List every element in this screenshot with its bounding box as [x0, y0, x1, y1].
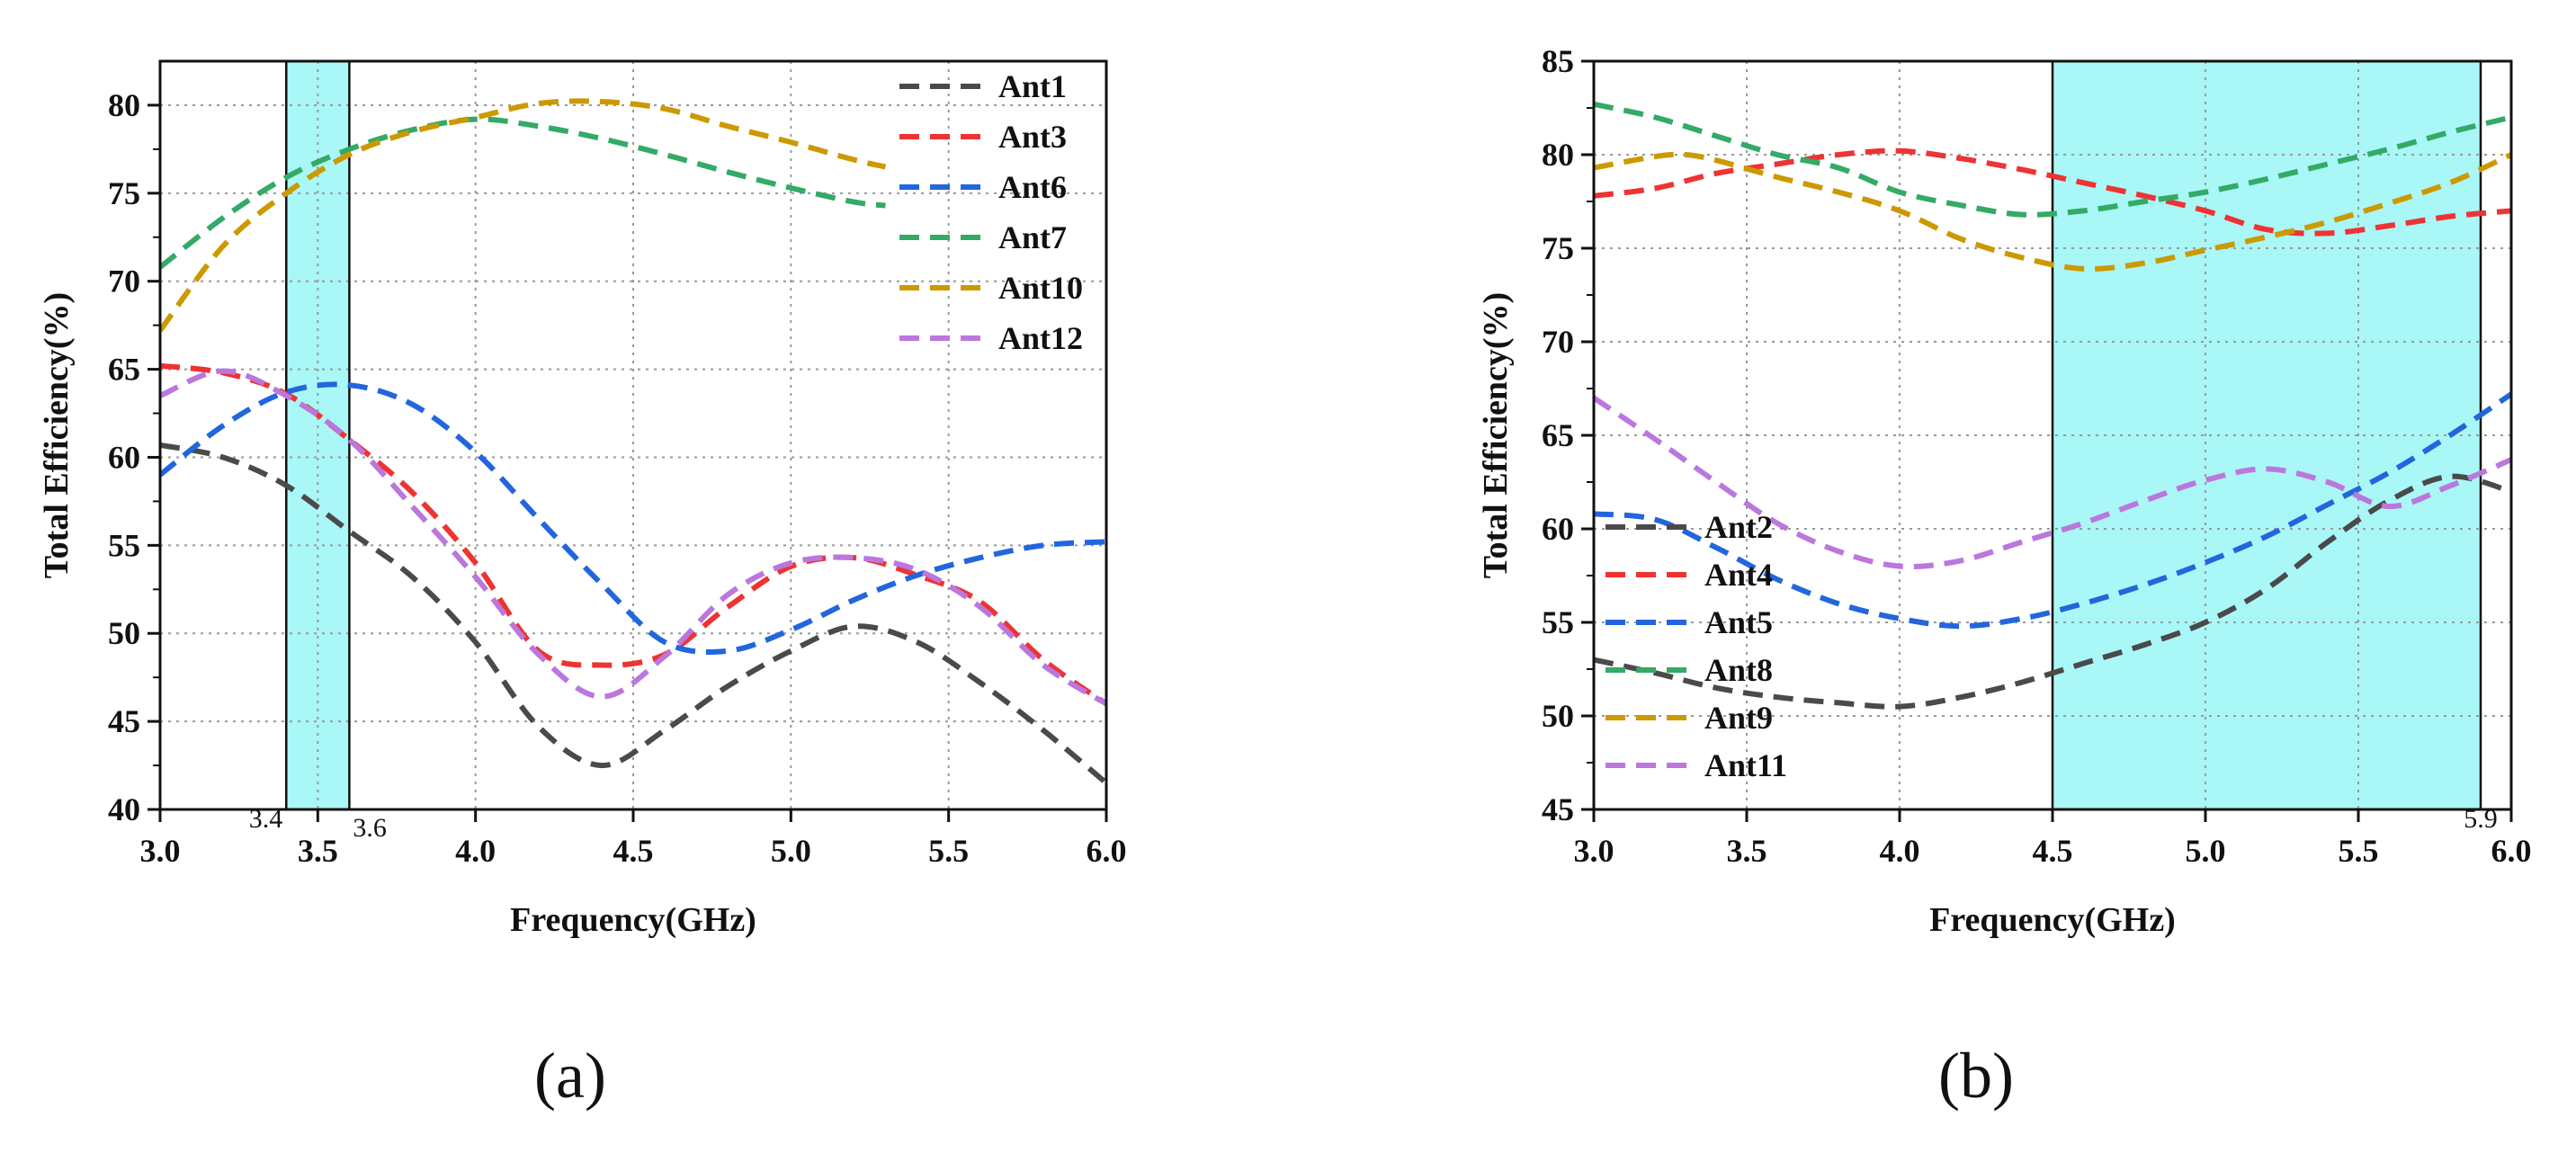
x-tick-label: 3.5 — [1727, 833, 1767, 869]
series-line-ant1 — [160, 442, 1106, 785]
y-tick-label: 55 — [1542, 604, 1574, 640]
x-tick-label: 4.5 — [613, 833, 654, 869]
y-tick-label: 85 — [1542, 43, 1574, 79]
y-axis-label: Total Efficiency(%) — [1477, 292, 1515, 578]
x-tick-label: 5.5 — [2339, 833, 2379, 869]
x-axis-label: Frequency(GHz) — [1929, 901, 2176, 939]
panel-label: (a) — [534, 1040, 606, 1112]
legend-label-ant1: Ant1 — [998, 68, 1067, 104]
y-tick-label: 65 — [108, 352, 140, 388]
y-tick-label: 80 — [108, 87, 140, 123]
y-tick-label: 75 — [108, 175, 140, 211]
legend-label-ant4: Ant4 — [1704, 557, 1773, 593]
x-tick-label: 6.0 — [2491, 833, 2532, 869]
x-tick-label: 4.0 — [1880, 833, 1920, 869]
series-line-ant5 — [1594, 391, 2511, 630]
band-bound-label: 5.9 — [2464, 804, 2498, 834]
x-tick-label: 3.0 — [1574, 833, 1614, 869]
series-line-ant2 — [1594, 473, 2511, 710]
legend: Ant2 Ant4 Ant5 Ant8 Ant9 Ant11 — [1606, 509, 1787, 783]
legend-label-ant11: Ant11 — [1704, 747, 1787, 783]
chart-panel-b: 3.0 3.5 4.0 4.5 5.0 5.5 6.0 45 50 55 60 65 70 75 80 85 5… — [1477, 43, 2532, 1112]
series-line-ant9 — [1594, 151, 2511, 273]
y-tick-label: 70 — [108, 264, 140, 299]
x-tick-label: 4.5 — [2033, 833, 2073, 869]
x-tick-label: 3.0 — [140, 833, 181, 869]
y-tick-label: 60 — [1542, 511, 1574, 547]
y-tick-label: 50 — [1542, 698, 1574, 734]
x-axis-label: Frequency(GHz) — [510, 901, 756, 939]
y-tick-label: 80 — [1542, 137, 1574, 173]
series-line-ant11 — [1594, 395, 2511, 570]
x-tick-label: 4.0 — [455, 833, 496, 869]
y-tick-label: 55 — [108, 527, 140, 563]
x-tick-label: 5.0 — [2186, 833, 2226, 869]
legend-label-ant10: Ant10 — [998, 270, 1083, 306]
series-line-ant8 — [1594, 101, 2511, 218]
y-tick-label: 45 — [1542, 791, 1574, 827]
legend-label-ant12: Ant12 — [998, 320, 1083, 356]
y-tick-label: 70 — [1542, 324, 1574, 360]
legend-label-ant8: Ant8 — [1704, 652, 1773, 688]
x-tick-label: 3.5 — [298, 833, 338, 869]
legend: Ant1 Ant3 Ant6 Ant7 Ant10 Ant12 — [899, 68, 1083, 356]
series-line-ant10 — [160, 98, 887, 333]
panel-label: (b) — [1938, 1040, 2014, 1112]
y-tick-label: 75 — [1542, 230, 1574, 266]
series-group — [160, 98, 1106, 785]
legend-label-ant9: Ant9 — [1704, 700, 1773, 736]
y-tick-label: 40 — [108, 791, 140, 827]
y-tick-label: 60 — [108, 439, 140, 475]
band-bound-label: 3.4 — [249, 804, 283, 834]
legend-label-ant7: Ant7 — [998, 219, 1067, 255]
band-bound-label: 3.6 — [353, 813, 387, 843]
legend-label-ant2: Ant2 — [1704, 509, 1773, 545]
series-line-ant6 — [160, 381, 1106, 656]
series-group — [1594, 101, 2511, 710]
y-axis-label: Total Efficiency(%) — [38, 292, 76, 578]
x-tick-label: 5.0 — [771, 833, 811, 869]
y-tick-label: 50 — [108, 615, 140, 651]
series-line-ant7 — [160, 116, 886, 270]
legend-label-ant6: Ant6 — [998, 169, 1067, 205]
y-tick-label: 45 — [108, 703, 140, 739]
legend-label-ant3: Ant3 — [998, 119, 1067, 155]
chart-panel-a: 3.0 3.5 4.0 4.5 5.0 5.5 6.0 40 45 50 55 60 65 70 75 80 3… — [38, 59, 1127, 1112]
series-line-ant12 — [160, 368, 1106, 707]
x-tick-label: 6.0 — [1087, 833, 1127, 869]
legend-label-ant5: Ant5 — [1704, 604, 1773, 640]
x-tick-label: 5.5 — [928, 833, 969, 869]
y-tick-label: 65 — [1542, 417, 1574, 453]
